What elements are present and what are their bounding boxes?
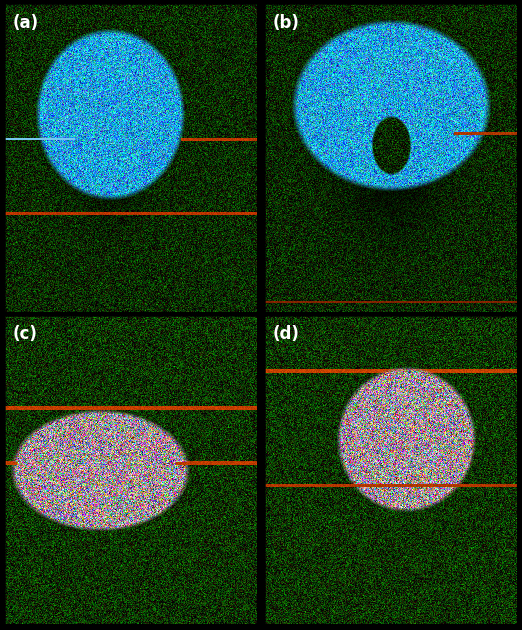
Text: (d): (d) [272,326,300,343]
Text: (c): (c) [13,326,38,343]
Text: (b): (b) [272,14,300,32]
Text: (a): (a) [13,14,39,32]
